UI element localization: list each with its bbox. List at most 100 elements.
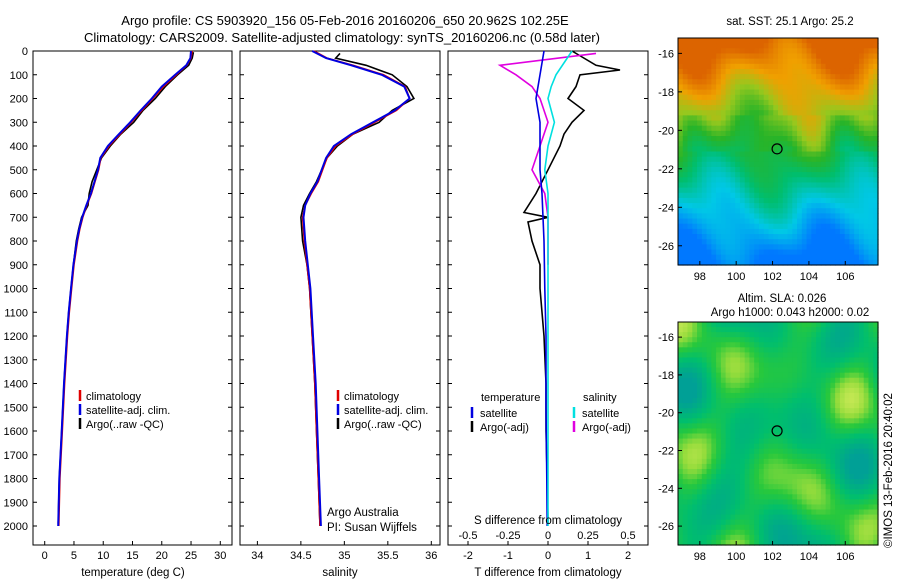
heatmap-cell [720, 357, 727, 364]
heatmap-cell [835, 151, 841, 158]
heatmap-cell [854, 187, 860, 194]
heatmap-cell [706, 208, 712, 215]
heatmap-cell [778, 514, 784, 521]
heatmap-cell [782, 524, 789, 531]
heatmap-cell [844, 244, 851, 251]
heatmap-cell [735, 89, 741, 96]
heatmap-cell [854, 53, 860, 60]
heatmap-cell [749, 438, 755, 445]
heatmap-cell [730, 463, 736, 470]
heatmap-cell [744, 534, 751, 541]
heatmap-cell [839, 474, 846, 480]
heatmap-cell [868, 146, 874, 153]
heatmap-cell [787, 408, 793, 414]
series-line-satellite-adj [302, 50, 411, 527]
heatmap-cell [687, 494, 693, 500]
heatmap-cell [682, 115, 689, 122]
heatmap-cell [797, 327, 803, 333]
heatmap-cell [716, 53, 722, 60]
heatmap-cell [730, 136, 736, 142]
heatmap-cell [863, 494, 870, 500]
heatmap-cell [844, 514, 851, 521]
heatmap-cell [873, 136, 879, 142]
heatmap-cell [873, 398, 879, 404]
heatmap-cell [763, 213, 770, 220]
heatmap-cell [825, 433, 831, 440]
heatmap-cell [863, 130, 870, 137]
heatmap-cell [839, 89, 846, 96]
heatmap-cell [682, 438, 689, 445]
heatmap-cell [873, 342, 879, 348]
heatmap-cell [682, 38, 689, 44]
heatmap-cell [678, 367, 684, 374]
heatmap-cell [768, 474, 774, 480]
heatmap-cell [678, 484, 684, 490]
heatmap-cell [725, 125, 731, 132]
heatmap-cell [720, 362, 727, 369]
heatmap-cell [725, 110, 731, 116]
heatmap-cell [697, 322, 703, 328]
heatmap-cell [873, 474, 879, 480]
heatmap-cell [701, 161, 708, 168]
heatmap-cell [706, 203, 712, 209]
heatmap-cell [725, 509, 731, 516]
heatmap-cell [863, 105, 870, 111]
heatmap-cell [835, 120, 841, 127]
heatmap-cell [801, 433, 808, 440]
heatmap-cell [797, 89, 803, 96]
heatmap-cell [711, 539, 717, 546]
heatmap-cell [816, 342, 822, 348]
heatmap-cell [792, 63, 798, 70]
heatmap-cell [797, 489, 803, 495]
heatmap-cell [820, 468, 827, 475]
heatmap-cell [844, 529, 851, 536]
heatmap-cell [825, 489, 831, 495]
heatmap-cell [854, 99, 860, 106]
heatmap-cell [849, 43, 855, 49]
heatmap-cell [716, 332, 722, 338]
heatmap-cell [797, 146, 803, 153]
heatmap-cell [697, 367, 703, 374]
heatmap-cell [773, 172, 779, 178]
heatmap-cell [720, 223, 727, 230]
heatmap-cell [720, 332, 727, 338]
heatmap-cell [854, 254, 860, 261]
heatmap-cell [782, 403, 789, 409]
heatmap-cell [735, 327, 741, 333]
heatmap-cell [820, 172, 827, 178]
heatmap-cell [778, 58, 784, 65]
heatmap-cell [706, 367, 712, 374]
heatmap-cell [868, 105, 874, 111]
heatmap-cell [706, 413, 712, 419]
heatmap-cell [716, 433, 722, 440]
heatmap-cell [811, 166, 817, 173]
heatmap-cell [754, 223, 760, 230]
heatmap-cell [801, 403, 808, 409]
heatmap-cell [811, 239, 817, 245]
heatmap-cell [687, 342, 693, 348]
heatmap-cell [758, 146, 765, 153]
heatmap-cell [844, 151, 851, 158]
heatmap-cell [863, 74, 870, 80]
heatmap-cell [873, 228, 879, 235]
heatmap-cell [739, 213, 746, 220]
heatmap-cell [816, 197, 822, 204]
heatmap-cell [720, 398, 727, 404]
heatmap-cell [873, 239, 879, 245]
heatmap-cell [801, 322, 808, 328]
heatmap-cell [801, 228, 808, 235]
heatmap-cell [801, 58, 808, 65]
heatmap-cell [730, 494, 736, 500]
heatmap-cell [678, 58, 684, 65]
heatmap-cell [697, 94, 703, 101]
heatmap-cell [706, 494, 712, 500]
heatmap-cell [716, 382, 722, 389]
heatmap-cell [720, 337, 727, 343]
heatmap-cell [682, 156, 689, 163]
heatmap-cell [873, 68, 879, 75]
heatmap-cell [735, 130, 741, 137]
heatmap-cell [716, 208, 722, 215]
heatmap-cell [706, 79, 712, 86]
heatmap-cell [725, 43, 731, 49]
heatmap-cell [749, 187, 755, 194]
